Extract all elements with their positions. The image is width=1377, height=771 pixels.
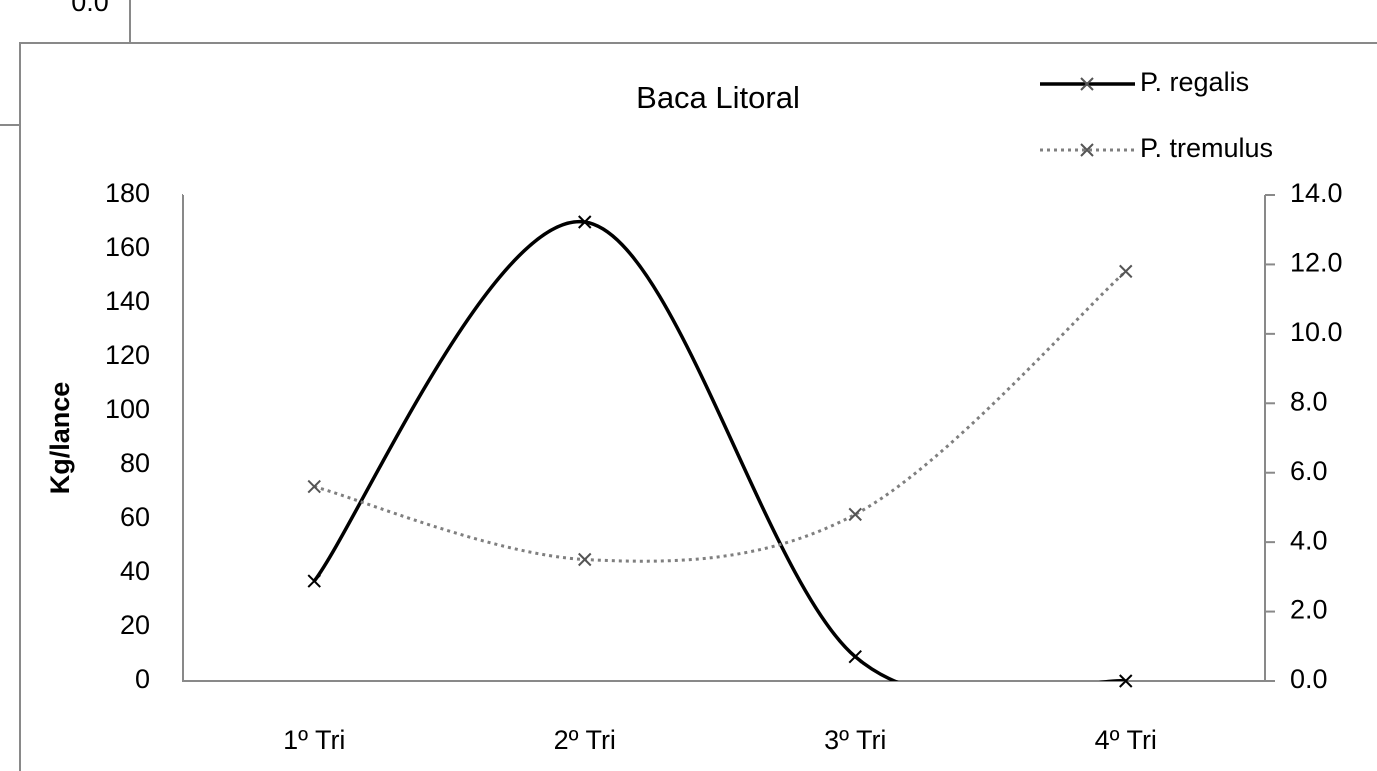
chart-frame — [19, 42, 1377, 771]
marker — [307, 574, 321, 588]
y2-tick-label: 0.0 — [1290, 664, 1328, 694]
marker — [578, 215, 592, 229]
y-tick-label: 60 — [120, 502, 150, 532]
marker — [1119, 674, 1133, 688]
marker — [1080, 77, 1094, 91]
y-tick-label: 180 — [105, 178, 150, 208]
series-line — [313, 270, 1127, 563]
y2-tick-label: 8.0 — [1290, 386, 1328, 416]
y-axis-label: Kg/lance — [45, 382, 75, 495]
y-tick-label: 160 — [105, 232, 150, 262]
y2-tick-label: 4.0 — [1290, 525, 1328, 555]
x-tick-label: 1º Tri — [283, 725, 345, 755]
x-tick-label: 2º Tri — [554, 725, 616, 755]
x-tick-label: 3º Tri — [824, 725, 886, 755]
y-tick-label: 80 — [120, 448, 150, 478]
marker — [1119, 264, 1133, 279]
chart-title: Baca Litoral — [636, 80, 800, 115]
y2-tick-label: 14.0 — [1290, 178, 1343, 208]
legend-label: P. tremulus — [1140, 133, 1273, 163]
marker — [307, 479, 321, 494]
y-tick-label: 20 — [120, 610, 150, 640]
legend-label: P. regalis — [1140, 67, 1249, 97]
y-tick-label: 0 — [135, 664, 150, 694]
marker — [848, 507, 862, 522]
plot-area — [312, 220, 1127, 681]
y2-tick-label: 2.0 — [1290, 595, 1328, 625]
y2-tick-label: 12.0 — [1290, 248, 1343, 278]
series-line — [312, 220, 1126, 681]
marker — [578, 552, 592, 567]
y2-tick-label: 10.0 — [1290, 317, 1343, 347]
y2-tick-label: 6.0 — [1290, 456, 1328, 486]
y-tick-label: 100 — [105, 394, 150, 424]
marker — [848, 649, 862, 664]
y-tick-label: 40 — [120, 556, 150, 586]
marker — [1080, 143, 1094, 157]
y-tick-label: 120 — [105, 340, 150, 370]
y-tick-label: 140 — [105, 286, 150, 316]
partial-label: 0.0 — [71, 0, 109, 17]
x-tick-label: 4º Tri — [1095, 725, 1157, 755]
